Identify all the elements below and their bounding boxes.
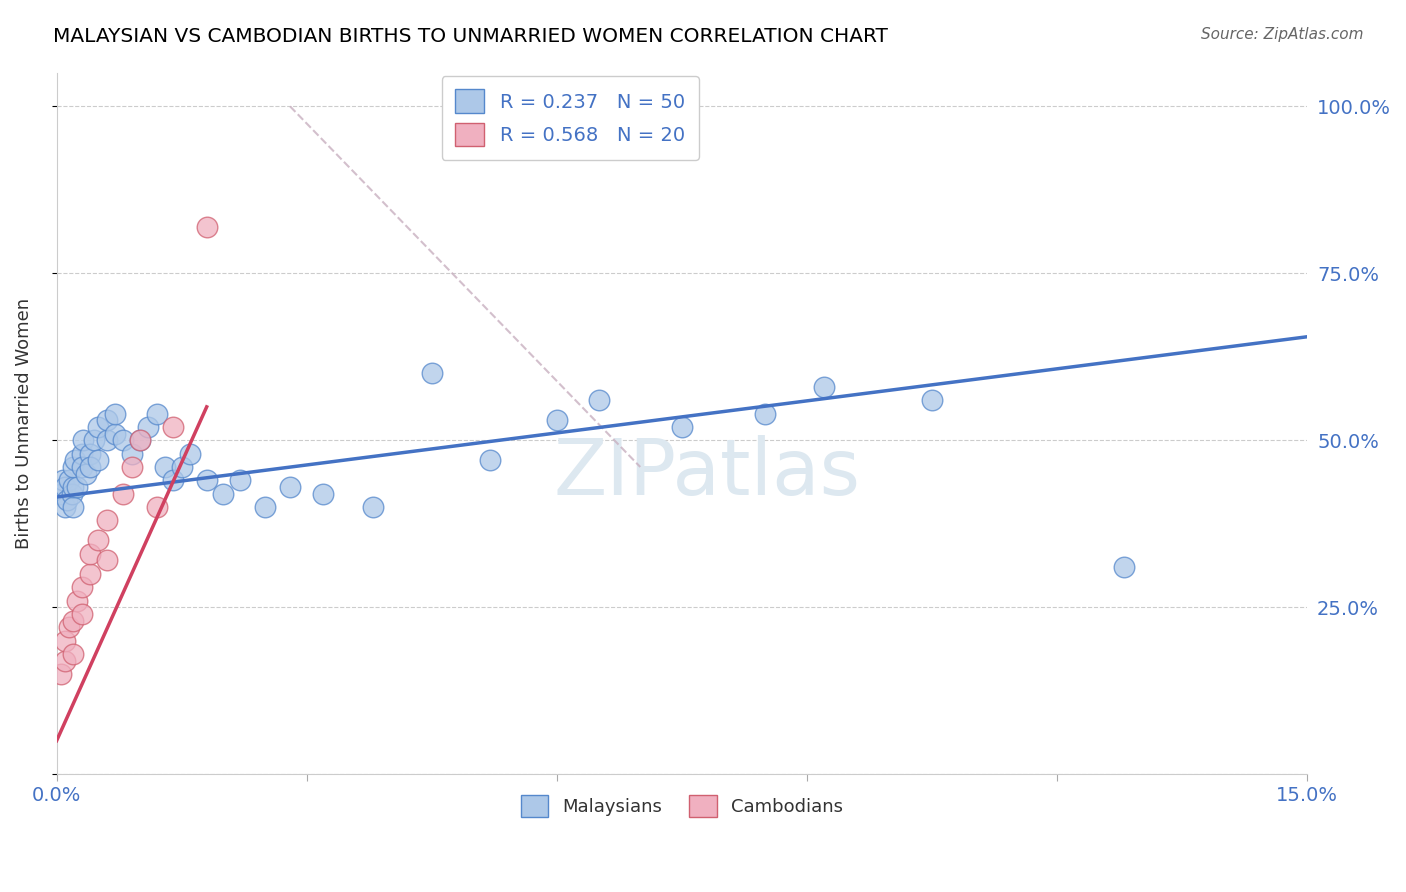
Point xyxy=(58,620,80,634)
Legend: Malaysians, Cambodians: Malaysians, Cambodians xyxy=(513,789,851,825)
Text: ZIPatlas: ZIPatlas xyxy=(554,434,860,510)
Point xyxy=(195,219,218,234)
Point xyxy=(96,413,118,427)
Point xyxy=(62,500,84,514)
Point xyxy=(96,513,118,527)
Point xyxy=(112,486,135,500)
Point xyxy=(62,480,84,494)
Point xyxy=(921,393,943,408)
Point xyxy=(121,447,143,461)
Point xyxy=(62,459,84,474)
Point xyxy=(53,500,76,514)
Point xyxy=(420,367,443,381)
Point xyxy=(229,473,252,487)
Point xyxy=(70,607,93,621)
Point xyxy=(58,473,80,487)
Point xyxy=(53,480,76,494)
Point xyxy=(79,566,101,581)
Point xyxy=(112,434,135,448)
Point xyxy=(363,500,385,514)
Point xyxy=(66,593,89,607)
Point xyxy=(278,480,301,494)
Point xyxy=(312,486,335,500)
Point xyxy=(195,473,218,487)
Point xyxy=(96,553,118,567)
Point xyxy=(52,473,75,487)
Y-axis label: Births to Unmarried Women: Births to Unmarried Women xyxy=(15,298,32,549)
Point xyxy=(162,420,184,434)
Point xyxy=(70,580,93,594)
Point xyxy=(145,407,167,421)
Point xyxy=(79,459,101,474)
Point xyxy=(754,407,776,421)
Point xyxy=(49,486,72,500)
Point xyxy=(179,447,201,461)
Point xyxy=(70,459,93,474)
Point xyxy=(588,393,610,408)
Point xyxy=(66,480,89,494)
Point xyxy=(162,473,184,487)
Point xyxy=(170,459,193,474)
Point xyxy=(87,420,110,434)
Point xyxy=(129,434,152,448)
Point xyxy=(479,453,502,467)
Point xyxy=(79,547,101,561)
Point xyxy=(62,647,84,661)
Point xyxy=(79,447,101,461)
Point xyxy=(121,459,143,474)
Point xyxy=(671,420,693,434)
Point xyxy=(212,486,235,500)
Point xyxy=(87,453,110,467)
Point xyxy=(72,434,94,448)
Text: Source: ZipAtlas.com: Source: ZipAtlas.com xyxy=(1201,27,1364,42)
Point xyxy=(546,413,568,427)
Point xyxy=(75,467,97,481)
Point xyxy=(96,434,118,448)
Point xyxy=(136,420,159,434)
Point xyxy=(63,453,86,467)
Point xyxy=(1112,560,1135,574)
Text: MALAYSIAN VS CAMBODIAN BIRTHS TO UNMARRIED WOMEN CORRELATION CHART: MALAYSIAN VS CAMBODIAN BIRTHS TO UNMARRI… xyxy=(53,27,889,45)
Point xyxy=(53,633,76,648)
Point xyxy=(87,533,110,548)
Point xyxy=(104,426,127,441)
Point xyxy=(62,614,84,628)
Point xyxy=(70,447,93,461)
Point xyxy=(254,500,277,514)
Point xyxy=(145,500,167,514)
Point xyxy=(49,667,72,681)
Point xyxy=(813,380,835,394)
Point xyxy=(83,434,105,448)
Point xyxy=(55,493,77,508)
Point xyxy=(153,459,176,474)
Point xyxy=(104,407,127,421)
Point xyxy=(60,486,83,500)
Point xyxy=(129,434,152,448)
Point xyxy=(53,654,76,668)
